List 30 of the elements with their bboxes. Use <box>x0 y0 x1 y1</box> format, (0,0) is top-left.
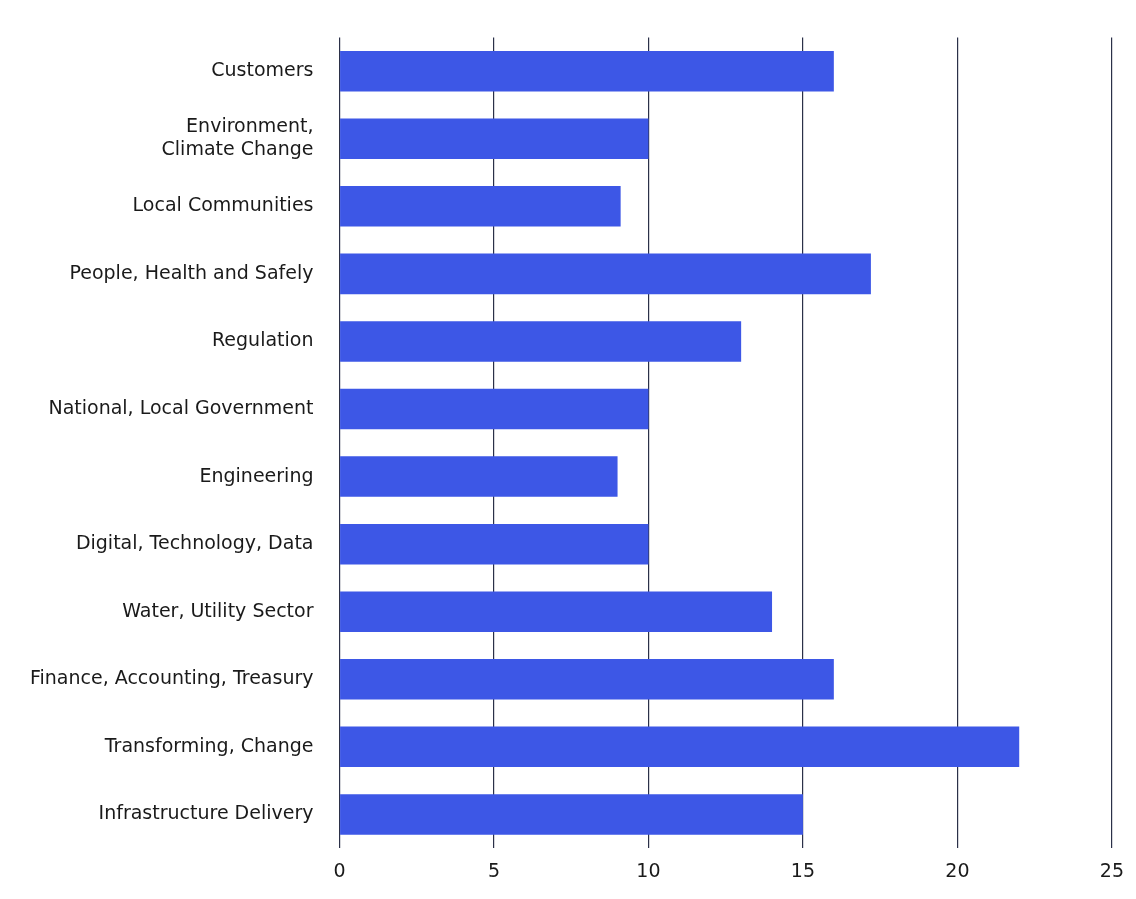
bar <box>340 659 834 700</box>
x-tick-label: 20 <box>945 858 970 881</box>
bar <box>340 186 621 227</box>
bar <box>340 388 649 430</box>
y-tick-label: Finance, Accounting, Treasury <box>29 666 314 689</box>
y-tick-label: Customers <box>211 58 314 81</box>
bar <box>340 321 742 362</box>
bar <box>340 456 618 497</box>
y-tick-label: Water, Utility Sector <box>122 598 314 621</box>
y-tick-label: People, Health and Safely <box>69 260 314 283</box>
y-tick-label: Engineering <box>199 463 314 486</box>
y-tick-label: Regulation <box>212 328 314 351</box>
bar <box>340 591 773 632</box>
x-tick-label: 10 <box>636 858 661 881</box>
y-tick-label: Environment, Climate Change <box>161 114 314 160</box>
bar <box>340 794 803 835</box>
y-tick-label: Infrastructure Delivery <box>98 801 314 824</box>
y-tick-label: Local Communities <box>132 193 314 216</box>
bar <box>340 253 871 295</box>
y-tick-label: National, Local Government <box>48 395 314 418</box>
bar <box>340 523 649 565</box>
x-tick-label: 15 <box>790 858 816 881</box>
bar <box>340 50 834 92</box>
bar <box>340 726 1020 768</box>
bar <box>340 118 649 160</box>
x-tick-label: 25 <box>1099 858 1125 881</box>
x-tick-label: 5 <box>487 858 501 881</box>
y-tick-label: Digital, Technology, Data <box>75 531 314 554</box>
x-tick-label: 0 <box>333 858 346 881</box>
y-tick-label: Transforming, Change <box>103 733 314 756</box>
